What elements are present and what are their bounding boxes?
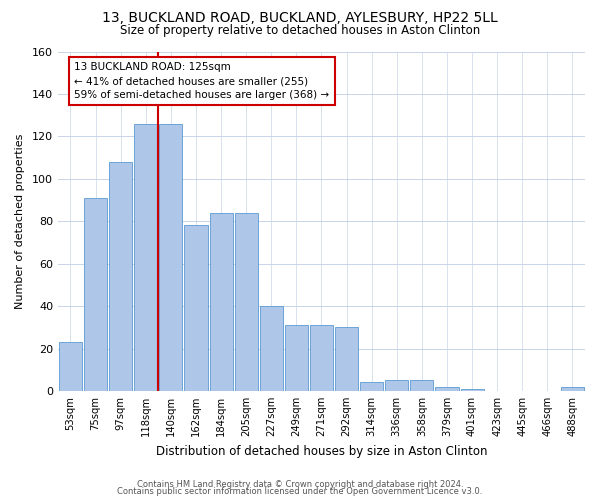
Bar <box>260 306 283 391</box>
Text: Contains public sector information licensed under the Open Government Licence v3: Contains public sector information licen… <box>118 487 482 496</box>
Bar <box>235 212 258 391</box>
Bar <box>209 212 233 391</box>
Bar <box>360 382 383 391</box>
X-axis label: Distribution of detached houses by size in Aston Clinton: Distribution of detached houses by size … <box>156 444 487 458</box>
Text: 13, BUCKLAND ROAD, BUCKLAND, AYLESBURY, HP22 5LL: 13, BUCKLAND ROAD, BUCKLAND, AYLESBURY, … <box>102 11 498 25</box>
Bar <box>310 325 333 391</box>
Text: Size of property relative to detached houses in Aston Clinton: Size of property relative to detached ho… <box>120 24 480 37</box>
Bar <box>385 380 409 391</box>
Bar <box>335 328 358 391</box>
Text: Contains HM Land Registry data © Crown copyright and database right 2024.: Contains HM Land Registry data © Crown c… <box>137 480 463 489</box>
Text: 13 BUCKLAND ROAD: 125sqm
← 41% of detached houses are smaller (255)
59% of semi-: 13 BUCKLAND ROAD: 125sqm ← 41% of detach… <box>74 62 329 100</box>
Bar <box>561 386 584 391</box>
Y-axis label: Number of detached properties: Number of detached properties <box>15 134 25 309</box>
Bar <box>160 124 182 391</box>
Bar <box>461 389 484 391</box>
Bar <box>84 198 107 391</box>
Bar <box>134 124 157 391</box>
Bar <box>285 325 308 391</box>
Bar <box>410 380 433 391</box>
Bar <box>59 342 82 391</box>
Bar <box>436 386 458 391</box>
Bar <box>184 226 208 391</box>
Bar <box>109 162 132 391</box>
